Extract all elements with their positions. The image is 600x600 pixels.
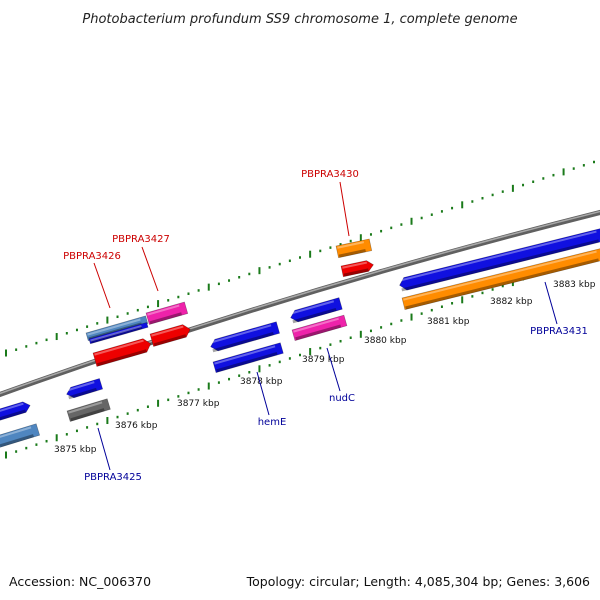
gene-hemE-upper [210, 321, 280, 353]
leader-PBPRA3425 [97, 427, 111, 471]
gene-label-PBPRA3425[interactable]: PBPRA3425 [84, 472, 142, 483]
scale-label-3883: 3883 kbp [553, 280, 596, 290]
gene-PBPRA3427 [145, 301, 189, 325]
gene-red-small [149, 324, 191, 347]
leader-nudC [326, 347, 341, 392]
chromosome-backbone [0, 209, 600, 398]
gene-left-lower [0, 423, 41, 448]
gene-PBPRA3425-lower [66, 398, 111, 422]
leader-PBPRA3427 [141, 246, 159, 292]
scale-label-3878: 3878 kbp [240, 377, 283, 387]
outer-tick-track [5, 160, 595, 357]
gene-PBPRA3426-blue [88, 322, 149, 345]
gene-label-PBPRA3426[interactable]: PBPRA3426 [63, 251, 121, 262]
gene-PBPRA3431-orange [401, 247, 600, 311]
scale-label-3882: 3882 kbp [490, 297, 533, 307]
gene-nudC-upper [290, 297, 343, 324]
gene-label-PBPRA3431[interactable]: PBPRA3431 [530, 326, 588, 337]
gene-left-upper [0, 401, 31, 421]
gene-label-PBPRA3427[interactable]: PBPRA3427 [112, 234, 170, 245]
gene-label-PBPRA3430[interactable]: PBPRA3430 [301, 169, 359, 180]
genome-summary-text: Topology: circular; Length: 4,085,304 bp… [246, 574, 590, 589]
scale-label-3880: 3880 kbp [364, 336, 407, 346]
gene-features [0, 227, 600, 448]
scale-label-3881: 3881 kbp [427, 317, 470, 327]
gene-labels: PBPRA3430 PBPRA3427 PBPRA3426 PBPRA3431 nudC… [63, 169, 588, 483]
scale-label-3876: 3876 kbp [115, 421, 158, 431]
map-title: Photobacterium profundum SS9 chromosome … [82, 12, 517, 27]
gene-PBPRA3425-upper [66, 378, 104, 400]
gene-label-hemE[interactable]: hemE [258, 417, 287, 428]
leader-PBPRA3426 [93, 262, 111, 309]
accession-text: Accession: NC_006370 [9, 574, 152, 589]
gene-PBPRA3430 [335, 238, 373, 259]
gene-PBPRA3431-blue [399, 227, 600, 292]
scale-label-3875: 3875 kbp [54, 445, 97, 455]
scale-labels: 3875 kbp 3876 kbp 3877 kbp 3878 kbp 3879 kbp… [54, 280, 596, 455]
scale-label-3879: 3879 kbp [302, 355, 345, 365]
scale-label-3877: 3877 kbp [177, 399, 220, 409]
gene-label-nudC[interactable]: nudC [329, 393, 355, 404]
gene-nudC-lower [291, 314, 348, 341]
gene-red-lower [92, 338, 152, 367]
leader-PBPRA3431 [544, 281, 558, 325]
leader-PBPRA3430 [339, 181, 350, 237]
gene-hemE-lower [212, 342, 284, 373]
leader-hemE [256, 371, 270, 416]
gene-red-3430 [340, 260, 374, 278]
